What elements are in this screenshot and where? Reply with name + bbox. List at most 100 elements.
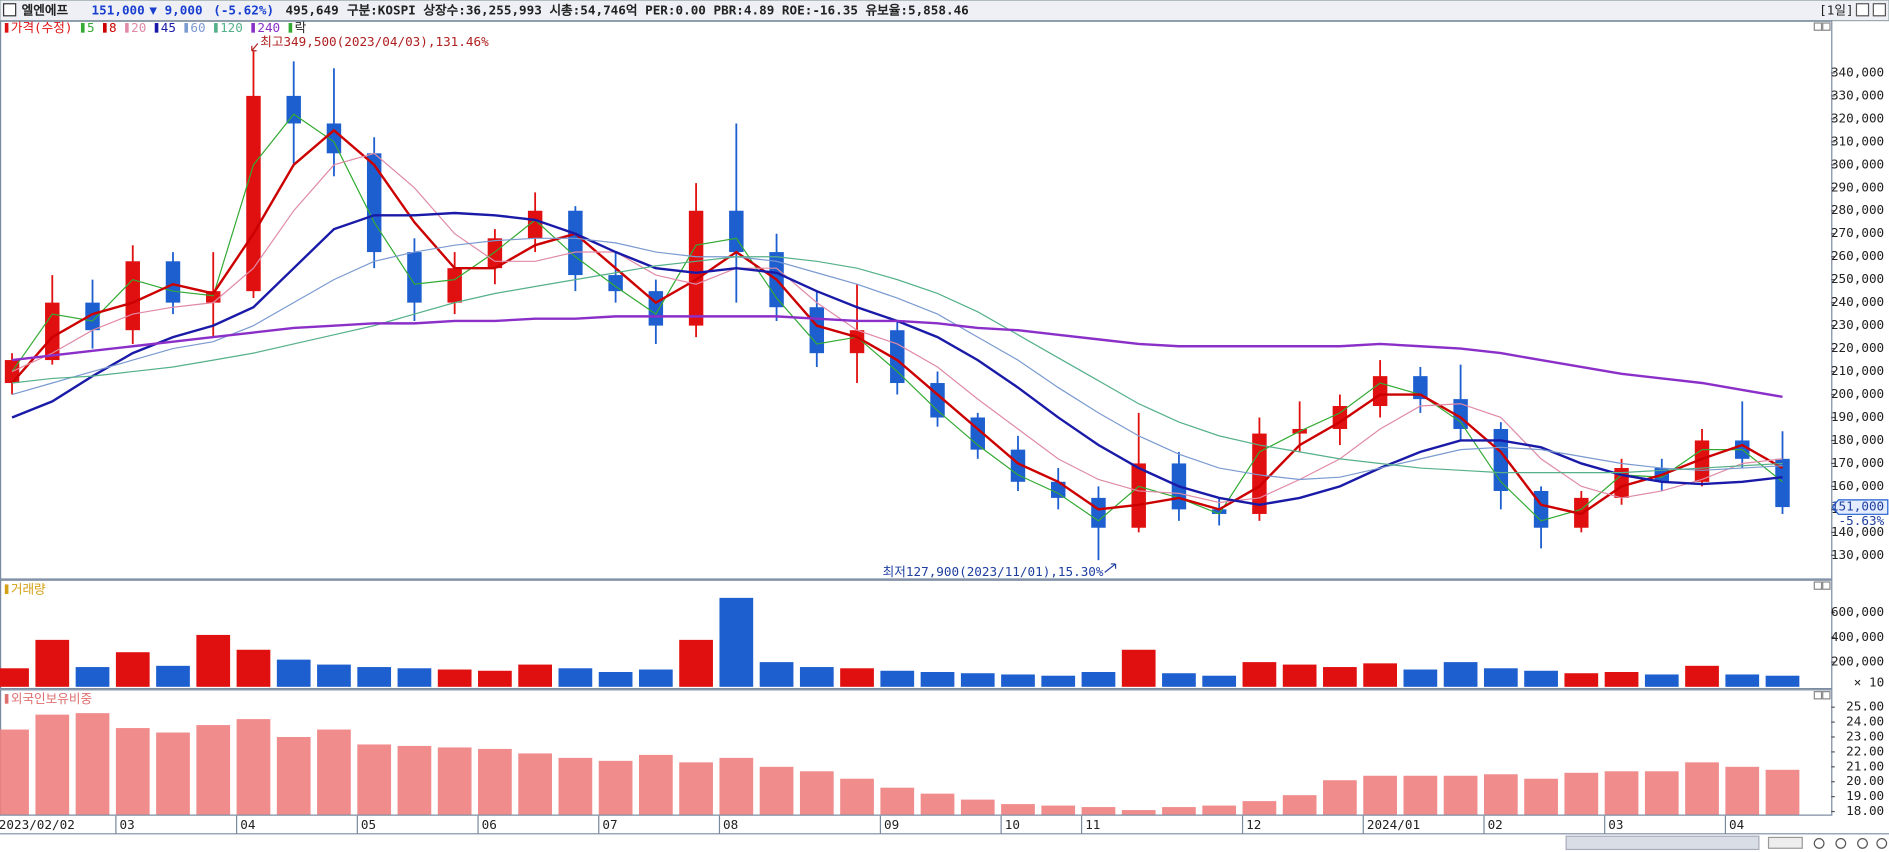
- y-tick-label: 290,000: [1831, 179, 1884, 194]
- bar: [880, 787, 915, 815]
- bar: [759, 766, 794, 815]
- zoom-out-button[interactable]: [1857, 838, 1868, 849]
- legend-label: 5: [87, 20, 95, 35]
- bar: [1081, 671, 1116, 687]
- bar: [1604, 671, 1639, 687]
- y-tick-label: 320,000: [1831, 110, 1884, 125]
- stock-name: 엘엔에프: [22, 2, 69, 17]
- bar: [558, 668, 593, 687]
- y-tick-label: 400,000: [1831, 629, 1884, 644]
- candle-body: [568, 210, 583, 276]
- bar: [1483, 774, 1518, 815]
- candle-body: [326, 123, 342, 154]
- bar: [799, 771, 834, 815]
- y-tick-label: 22.00: [1846, 743, 1884, 758]
- candle-body: [890, 330, 905, 384]
- pane-button[interactable]: [1813, 581, 1823, 590]
- x-tick-label: 10: [1005, 817, 1020, 832]
- x-tick-label: 09: [884, 817, 899, 832]
- checkbox[interactable]: [3, 3, 17, 17]
- x-tick-label: 03: [120, 817, 135, 832]
- close-button[interactable]: [1872, 3, 1886, 17]
- zoom-button[interactable]: [1813, 838, 1825, 849]
- bar: [1443, 662, 1478, 687]
- bar: [1041, 805, 1076, 815]
- candle-body: [1372, 376, 1388, 406]
- zoom-slider[interactable]: [1767, 836, 1803, 849]
- bar: [598, 760, 633, 815]
- bar: [518, 664, 553, 687]
- info: 구분:KOSPI 상장수:36,255,993 시총:54,746억 PER:0…: [347, 2, 969, 17]
- pane-button[interactable]: [1822, 22, 1831, 31]
- bar: [960, 673, 995, 687]
- legend-swatch: [125, 23, 129, 33]
- bar: [156, 665, 190, 687]
- candle-body: [407, 252, 422, 303]
- ma-line: [11, 152, 1783, 504]
- bar: [1162, 807, 1196, 815]
- x-tick-label: 06: [482, 817, 497, 832]
- x-tick-label: 12: [1246, 817, 1261, 832]
- y-tick-label: 210,000: [1831, 363, 1884, 378]
- bar: [1524, 670, 1558, 687]
- ma-line: [11, 237, 1783, 481]
- bar: [156, 732, 190, 815]
- y-tick-label: 160,000: [1831, 478, 1884, 493]
- y-tick-label: 20.00: [1846, 773, 1884, 788]
- last-price: 151,000: [1831, 499, 1884, 514]
- bar: [357, 667, 392, 687]
- legend-swatch: [251, 23, 255, 33]
- bar: [679, 762, 713, 815]
- pane-button[interactable]: [1813, 22, 1823, 31]
- ma-line: [11, 113, 1783, 522]
- candle-body: [165, 261, 181, 303]
- bar: [960, 799, 995, 815]
- y-tick-label: 200,000: [1831, 386, 1884, 401]
- bar: [799, 667, 834, 687]
- scrollbar[interactable]: [1565, 835, 1760, 851]
- zoom-in-button[interactable]: [1835, 838, 1847, 849]
- pane-button[interactable]: [1822, 581, 1831, 590]
- pane-button[interactable]: [1813, 691, 1823, 700]
- bar: [1483, 668, 1518, 687]
- annotation-arrow: [251, 43, 259, 52]
- y-tick-label: 25.00: [1846, 699, 1884, 714]
- bar: [1162, 673, 1196, 687]
- y-tick-label: 130,000: [1831, 547, 1884, 562]
- annotation: 최고349,500(2023/04/03),131.46%: [260, 34, 489, 49]
- bar: [1685, 665, 1719, 687]
- restore-button[interactable]: [1855, 3, 1870, 17]
- ma-line: [11, 256, 1783, 474]
- y-tick-label: 250,000: [1831, 271, 1884, 286]
- bar: [1725, 766, 1760, 815]
- legend-swatch: [4, 23, 9, 33]
- candle-body: [447, 268, 462, 303]
- bar: [1323, 780, 1357, 815]
- bar: [478, 748, 512, 815]
- bar: [1121, 649, 1156, 687]
- y-tick-label: 310,000: [1831, 133, 1884, 148]
- bar: [1001, 674, 1035, 687]
- zoom-reset-button[interactable]: [1876, 838, 1888, 849]
- x-tick-label: 03: [1608, 817, 1623, 832]
- y-tick-label: 23.00: [1846, 728, 1884, 743]
- bar: [1282, 664, 1317, 687]
- legend-label: 가격(수정): [11, 20, 73, 35]
- y-tick-label: 180,000: [1831, 432, 1884, 447]
- bar: [598, 671, 633, 687]
- y-tick-label: 24.00: [1846, 714, 1884, 729]
- legend-swatch: [184, 23, 189, 33]
- bar: [75, 667, 110, 687]
- bar: [1363, 663, 1397, 687]
- ma-line: [11, 315, 1783, 399]
- y-tick-label: 18.00: [1846, 803, 1884, 818]
- pane-button[interactable]: [1822, 691, 1831, 700]
- y-tick-label: 300,000: [1831, 156, 1884, 171]
- bar: [1524, 778, 1558, 815]
- bar: [920, 793, 955, 815]
- x-tick-label: 04: [240, 817, 255, 832]
- period[interactable]: [1일]: [1819, 2, 1853, 17]
- candle-body: [809, 307, 825, 354]
